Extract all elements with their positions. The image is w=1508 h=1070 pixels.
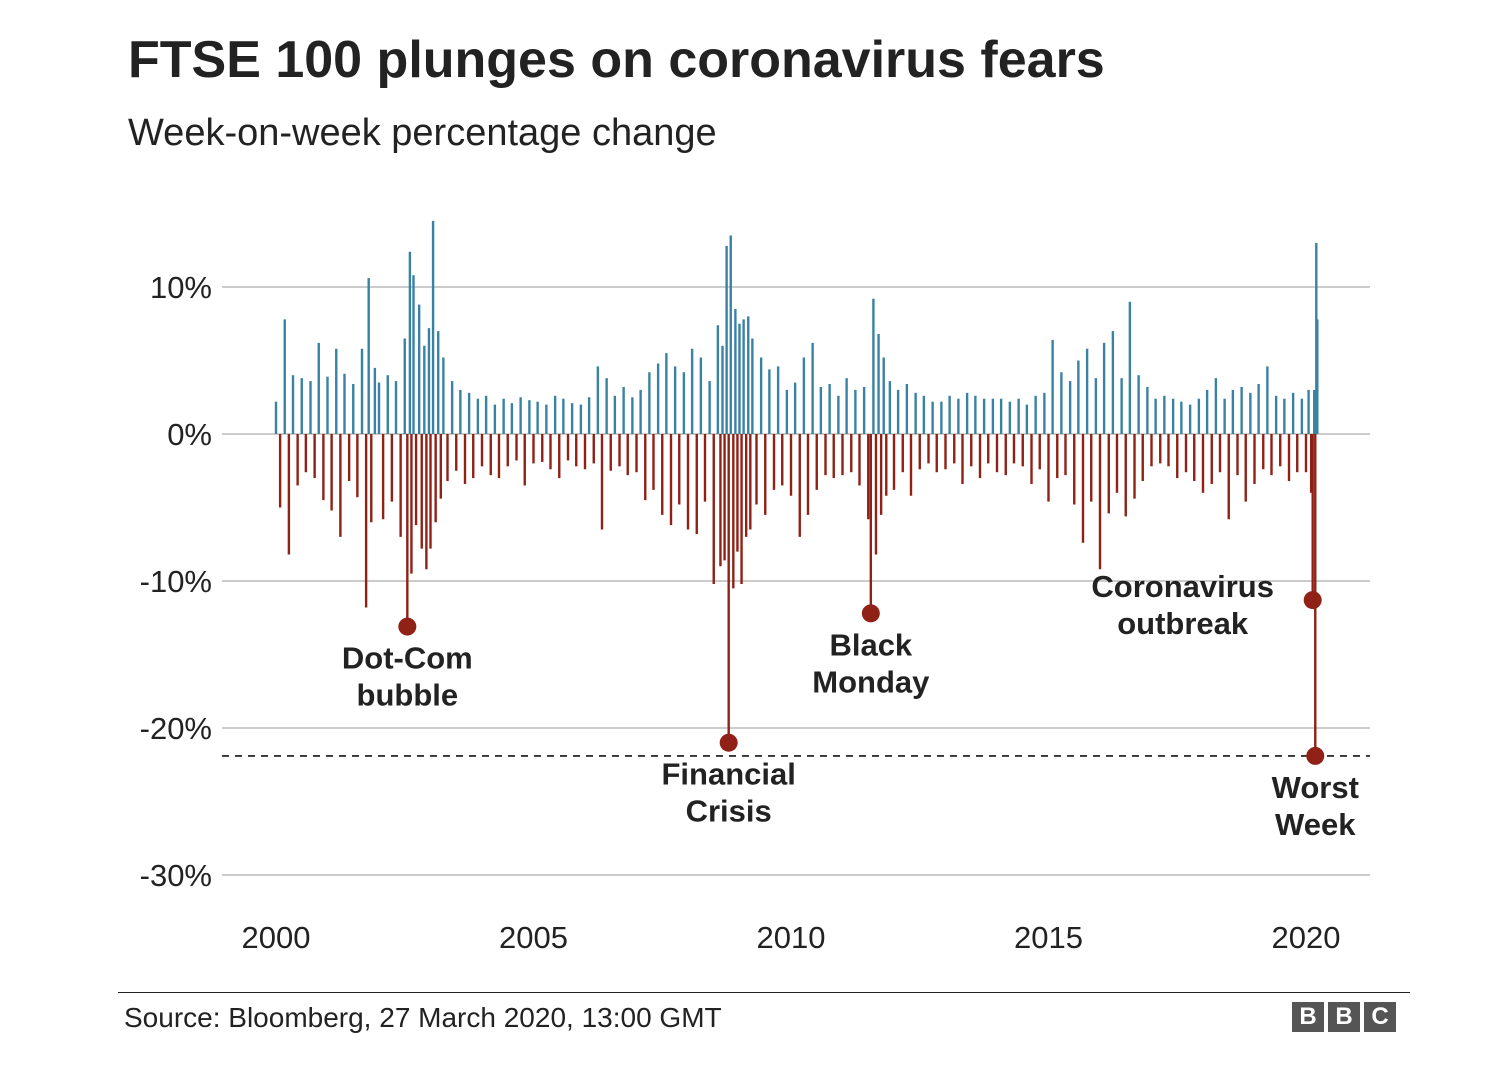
footer-divider xyxy=(118,992,1410,993)
bbc-logo: B B C xyxy=(1292,1002,1396,1032)
annotation-label: Week xyxy=(1275,807,1356,842)
annotation-dot xyxy=(1303,591,1322,610)
weekly-change-chart: 10% 0% -10% -20% -30% 2000 2005 2010 2015 2020 D… xyxy=(140,220,1370,955)
annotation-label: Crisis xyxy=(686,794,772,829)
y-axis-ticks: 10% 0% -10% -20% -30% xyxy=(140,270,212,893)
chart-subtitle: Week-on-week percentage change xyxy=(128,112,717,154)
y-tick-label: -30% xyxy=(140,858,212,893)
source-note: Source: Bloomberg, 27 March 2020, 13:00 … xyxy=(124,1002,722,1033)
y-tick-label: -10% xyxy=(140,564,212,599)
annotation-label: Black xyxy=(829,627,912,662)
annotation-label: Dot-Com xyxy=(342,641,473,676)
annotation-label: Coronavirus xyxy=(1091,569,1274,604)
annotation-dot xyxy=(861,604,880,623)
y-tick-label: 10% xyxy=(150,270,212,305)
annotation-dot xyxy=(398,617,417,636)
x-tick-label: 2005 xyxy=(499,920,568,955)
annotation-label: Worst xyxy=(1272,770,1359,805)
x-tick-label: 2010 xyxy=(757,920,826,955)
series-weekly-change xyxy=(274,220,1319,756)
x-axis-ticks: 2000 2005 2010 2015 2020 xyxy=(242,920,1341,955)
y-tick-label: 0% xyxy=(167,417,212,452)
annotation-label: Monday xyxy=(812,664,930,699)
bbc-logo-letter: C xyxy=(1364,1002,1396,1032)
bbc-logo-letter: B xyxy=(1328,1002,1360,1032)
annotation-label: outbreak xyxy=(1117,606,1249,641)
annotation-dot xyxy=(1306,746,1325,765)
annotation-dot xyxy=(719,733,738,752)
x-tick-label: 2000 xyxy=(242,920,311,955)
x-tick-label: 2015 xyxy=(1014,920,1083,955)
annotation-label: Financial xyxy=(661,757,795,792)
x-tick-label: 2020 xyxy=(1272,920,1341,955)
bbc-logo-letter: B xyxy=(1292,1002,1324,1032)
chart-title: FTSE 100 plunges on coronavirus fears xyxy=(128,31,1105,89)
y-tick-label: -20% xyxy=(140,711,212,746)
annotation-label: bubble xyxy=(357,678,459,713)
